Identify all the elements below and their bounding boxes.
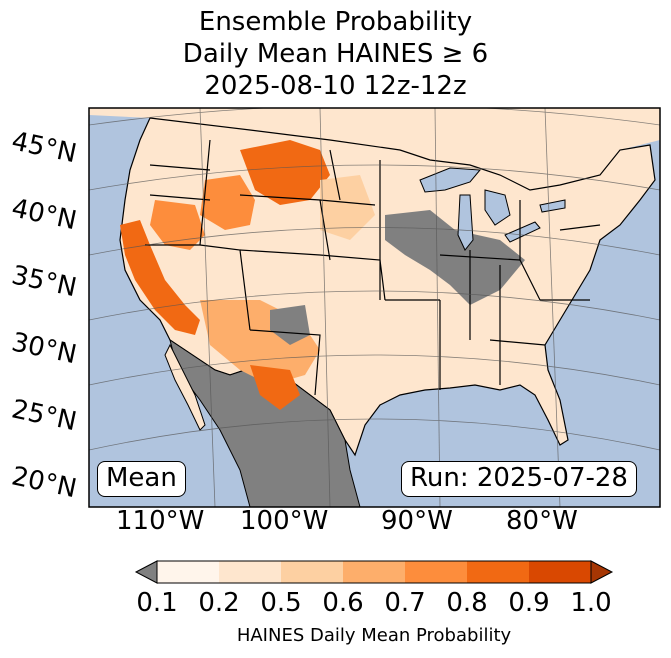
lon-label-80: 80°W (506, 506, 578, 536)
colorbar-tick-0: 0.1 (136, 588, 178, 618)
chart-title: Ensemble Probability Daily Mean HAINES ≥… (0, 6, 671, 102)
prob-region-montana (240, 140, 330, 205)
colorbar-segment-7 (529, 561, 591, 583)
colorbar-segment-6 (467, 561, 529, 583)
colorbar-segment-1 (157, 561, 219, 583)
lon-label-100: 100°W (240, 506, 329, 536)
colorbar-tick-7: 1.0 (570, 588, 612, 618)
lake-huron (484, 189, 511, 226)
colorbar-tick-1: 0.2 (198, 588, 240, 618)
colorbar-over-arrow (590, 560, 614, 584)
colorbar-segment-3 (281, 561, 343, 583)
prob-region-california (120, 220, 200, 335)
lake-ontario (539, 199, 566, 213)
title-line-2: Daily Mean HAINES ≥ 6 (182, 39, 489, 69)
map-frame (88, 107, 661, 508)
lake-michigan (457, 194, 474, 251)
state-borders (145, 139, 601, 396)
prob-region-nevada (150, 200, 205, 250)
colorbar-segment-4 (343, 561, 405, 583)
stat-label-box: Mean (97, 461, 186, 497)
colorbar-segment-5 (405, 561, 467, 583)
missing-region-southwest (270, 305, 310, 345)
colorbar-segment-2 (219, 561, 281, 583)
lake-superior (419, 167, 482, 193)
canada-land (89, 108, 660, 190)
graticule (89, 108, 660, 507)
title-line-3: 2025-08-10 12z-12z (204, 71, 467, 101)
colorbar-under-arrow (134, 560, 158, 584)
colorbar-label: HAINES Daily Mean Probability (236, 625, 512, 646)
colorbar-tick-2: 0.5 (260, 588, 302, 618)
prob-region-dakotas (320, 175, 375, 240)
colorbar-tick-4: 0.7 (384, 588, 426, 618)
prob-region-texas-west (250, 365, 300, 410)
lon-label-110: 110°W (116, 506, 205, 536)
run-label-box: Run: 2025-07-28 (401, 461, 637, 497)
colorbar-tick-3: 0.6 (322, 588, 364, 618)
prob-region-wyoming (200, 175, 255, 230)
title-line-1: Ensemble Probability (198, 7, 473, 37)
lake-erie (504, 221, 541, 243)
colorbar-tick-6: 0.9 (508, 588, 550, 618)
colorbar-tick-5: 0.8 (446, 588, 488, 618)
colorbar (134, 560, 614, 584)
lon-label-90: 90°W (381, 506, 453, 536)
missing-region-midwest (385, 210, 525, 305)
baja-peninsula (164, 343, 206, 431)
